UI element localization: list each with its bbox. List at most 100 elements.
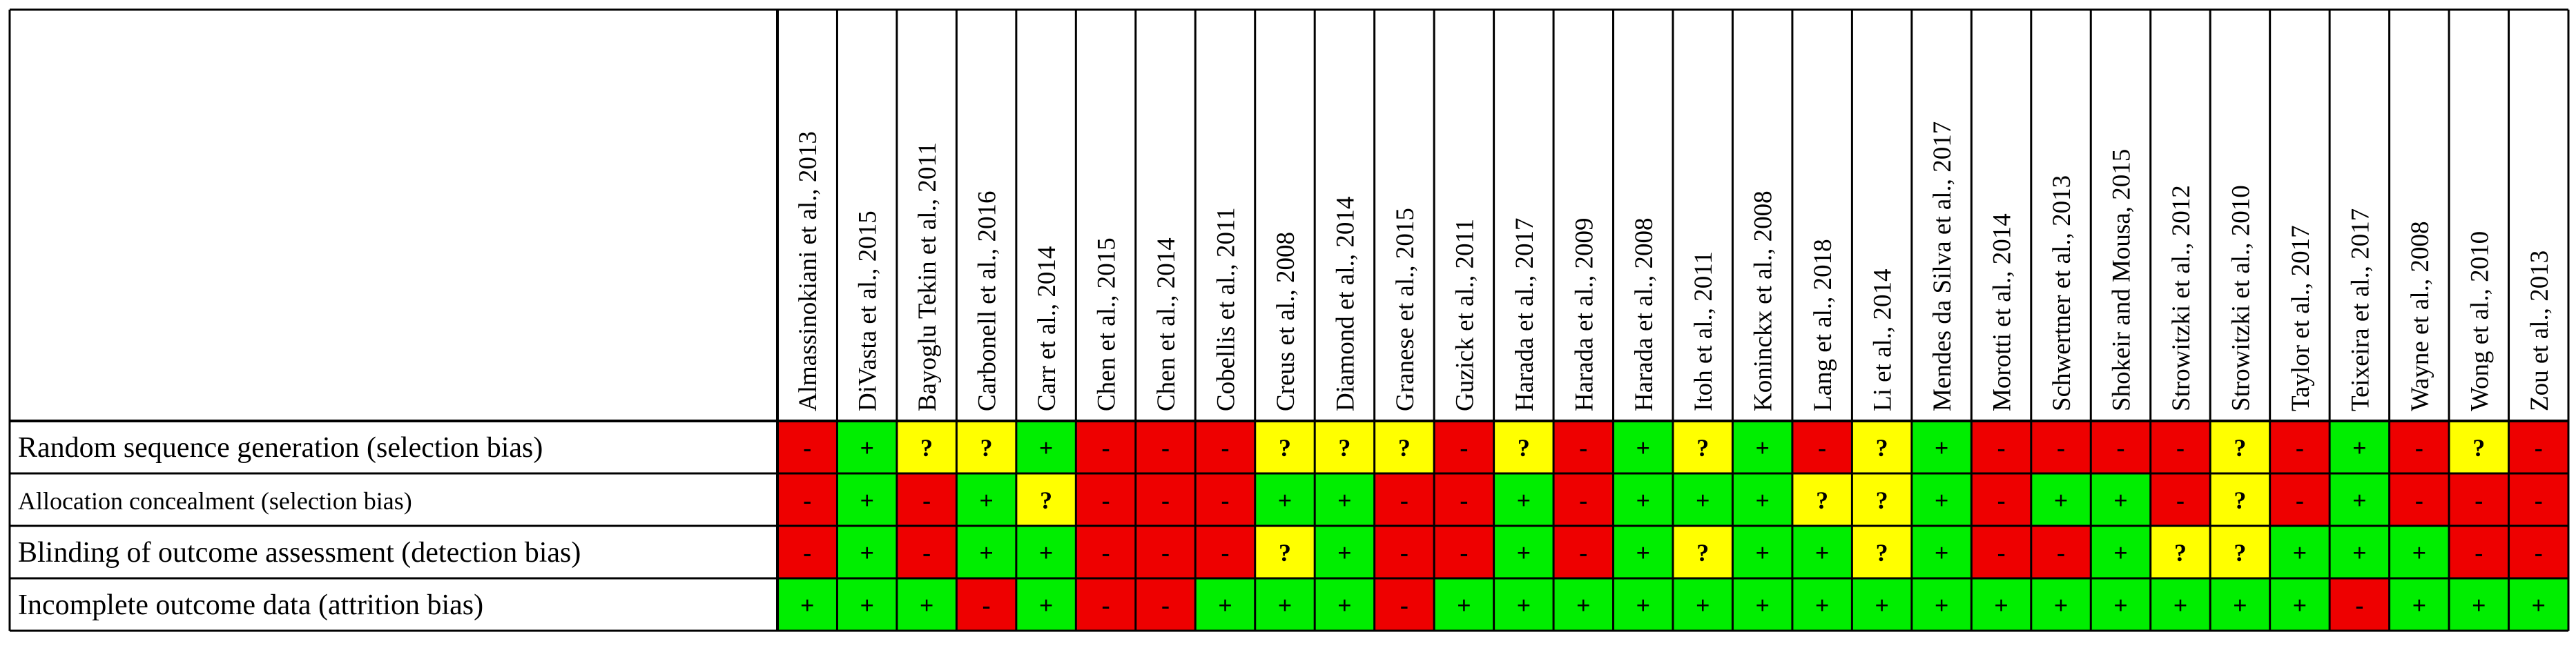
rating-mark: - [1400,487,1408,514]
rating-mark: ? [1876,539,1888,567]
rating-cell [1195,473,1255,526]
study-header: Harada et al., 2017 [1511,218,1539,411]
rating-mark: + [2352,487,2367,514]
rating-cell [1016,578,1076,631]
rating-mark: + [1337,539,1352,567]
rating-mark: + [1278,487,1292,514]
rating-mark: + [2054,591,2069,619]
rating-cell [1493,526,1554,578]
rating-mark: - [2176,434,2185,462]
rating-mark: ? [1696,434,1709,462]
rating-cell [1673,421,1733,473]
rating-cell [1493,421,1554,473]
rating-mark: + [2532,591,2546,619]
rating-mark: + [1457,591,1471,619]
rating-mark: + [2233,591,2247,619]
rating-cell [837,578,897,631]
rating-cell [896,526,957,578]
rating-cell [1911,421,1972,473]
rating-cell [2091,578,2151,631]
rating-cell [2508,526,2568,578]
domain-label: Blinding of outcome assessment (detectio… [18,537,581,569]
rating-cell [1732,526,1792,578]
rating-mark: + [2412,591,2427,619]
rating-mark: - [1400,591,1408,619]
rating-mark: - [1818,434,1826,462]
rating-mark: ? [1816,487,1828,514]
rating-mark: - [1400,539,1408,567]
rating-mark: - [1460,539,1468,567]
rating-mark: + [1517,487,1531,514]
rating-cell [1613,526,1673,578]
rating-mark: - [1102,591,1110,619]
domain-label: Random sequence generation (selection bi… [18,432,543,464]
rating-mark: - [1997,434,2006,462]
rating-mark: ? [1518,434,1530,462]
rating-cell [956,421,1016,473]
rating-mark: - [2355,591,2363,619]
study-header: Creus et al., 2008 [1272,232,1300,411]
rating-cell [2031,578,2091,631]
rating-mark: + [1636,487,1651,514]
rating-cell [1315,473,1375,526]
rating-mark: + [860,539,874,567]
rating-mark: + [1815,591,1830,619]
rating-mark: - [1221,487,1230,514]
rating-cell [1613,421,1673,473]
rating-cell [2389,526,2450,578]
rating-mark: ? [1040,487,1052,514]
study-header: Chen et al., 2015 [1093,237,1121,411]
rating-cell [1792,578,1852,631]
rating-mark: - [2535,539,2543,567]
rating-cell [1016,421,1076,473]
rating-cell [1852,473,1912,526]
rating-cell [1195,526,1255,578]
rating-cell [1016,473,1076,526]
study-header: Schwertner et al., 2013 [2048,175,2076,411]
rating-mark: + [920,591,934,619]
rating-mark: ? [1279,434,1291,462]
rating-mark: - [1161,591,1170,619]
rating-cell [2269,578,2330,631]
rating-cell [956,526,1016,578]
study-header: Zou et al., 2013 [2526,251,2554,411]
study-header: Taylor et al., 2017 [2287,225,2315,411]
rating-mark: ? [2234,487,2246,514]
rating-mark: - [1460,487,1468,514]
rating-cell [777,473,837,526]
rating-cell [1016,526,1076,578]
rating-mark: + [1218,591,1232,619]
rating-mark: + [1696,487,1710,514]
rating-mark: ? [980,434,993,462]
rating-mark: + [1935,539,1949,567]
rating-cell [2389,578,2450,631]
rating-cell [1076,421,1136,473]
rating-mark: + [2113,539,2128,567]
rating-mark: ? [1876,487,1888,514]
rating-mark: - [922,539,931,567]
rating-mark: + [1935,591,1949,619]
rating-cell [2269,473,2330,526]
rating-mark: - [1221,434,1230,462]
study-header: Cobellis et al., 2011 [1212,207,1241,411]
rating-cell [2389,473,2450,526]
domain-label: Incomplete outcome data (attrition bias) [18,589,483,621]
study-header: Lang et al., 2018 [1809,239,1837,411]
rating-cell [1732,473,1792,526]
study-header: Diamond et al., 2014 [1331,197,1359,411]
rating-mark: - [1997,539,2006,567]
rating-cell [2330,421,2390,473]
study-header: Granese et al., 2015 [1391,208,1420,411]
rating-mark: - [1102,487,1110,514]
rating-mark: + [800,591,815,619]
rating-mark: ? [1696,539,1709,567]
rating-cell [1374,473,1435,526]
rating-mark: + [979,539,994,567]
rating-cell [2330,526,2390,578]
study-header: Chen et al., 2014 [1152,237,1181,411]
rating-mark: - [2535,434,2543,462]
rating-mark: - [2535,487,2543,514]
rating-mark: + [1636,539,1651,567]
rating-cell [1553,578,1614,631]
rating-cell [777,578,837,631]
